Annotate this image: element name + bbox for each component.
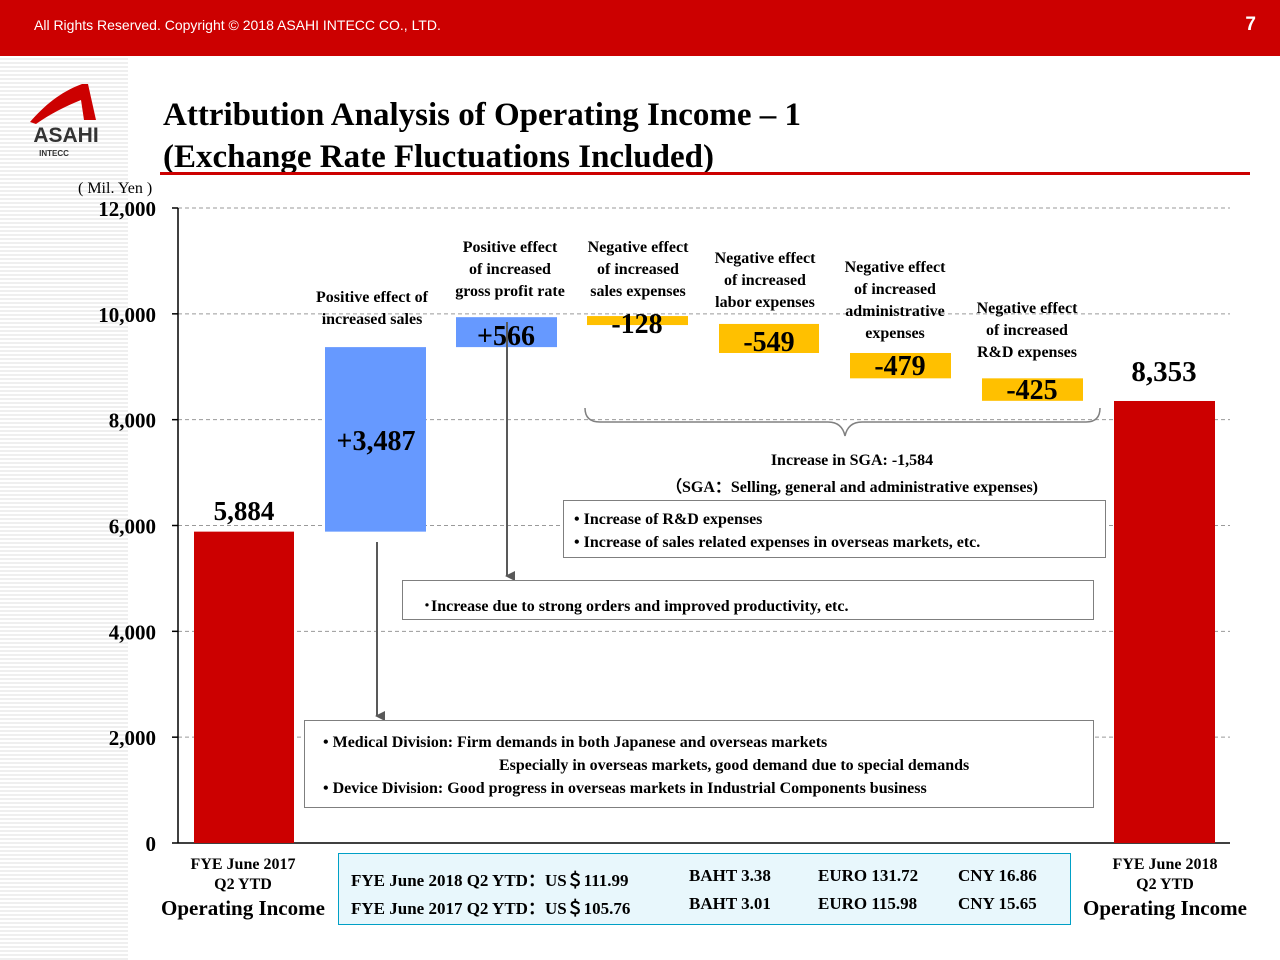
page-title: Attribution Analysis of Operating Income…	[163, 94, 801, 178]
negative-delta-bar	[982, 378, 1083, 401]
bar-caption-line: Negative effect	[715, 250, 816, 267]
bar-caption-line: Positive effect of	[316, 289, 429, 306]
bar-caption-line: increased sales	[322, 311, 423, 328]
sga-summary-line-2: （SGA：Selling, general and administrative…	[666, 478, 1038, 496]
profit-rate-note-box: ･Increase due to strong orders and impro…	[402, 580, 1094, 620]
positive-delta-bar	[325, 347, 426, 532]
bar-caption-line: expenses	[865, 325, 925, 342]
bar-caption-line: Negative effect	[845, 259, 946, 276]
negative-delta-bar	[850, 352, 951, 379]
fx-2017-euro: EURO 115.98	[818, 894, 918, 913]
bar-value-label: -425	[1006, 375, 1057, 406]
bar-caption-line: of increased	[597, 261, 679, 278]
bar-caption-line: R&D expenses	[977, 344, 1077, 361]
title-line-2: (Exchange Rate Fluctuations Included)	[163, 139, 714, 175]
fx-2017-cny: CNY 15.65	[958, 894, 1037, 913]
total-bar	[194, 531, 294, 843]
bar-caption-line: of increased	[986, 322, 1068, 339]
title-underline	[160, 172, 1250, 175]
x-caption-right-line-3: Operating Income	[1083, 896, 1247, 920]
fx-2017-period: FYE June 2017 Q2 YTD：US＄105.76	[351, 899, 631, 918]
bar-value-label: 8,353	[1131, 356, 1196, 388]
bar-caption-line: of increased	[469, 261, 551, 278]
sga-note-line-2: • Increase of sales related expenses in …	[574, 534, 981, 551]
y-tick-label: 8,000	[109, 409, 156, 433]
page-number: 7	[1245, 14, 1256, 35]
sales-note-line-2: Especially in overseas markets, good dem…	[499, 757, 970, 774]
asahi-intecc-logo: ASAHI INTECC	[30, 84, 99, 158]
sales-note-line-1: • Medical Division: Firm demands in both…	[323, 734, 828, 751]
bar-caption-line: Negative effect	[977, 300, 1078, 317]
bar-caption-line: labor expenses	[715, 294, 815, 311]
bar-value-label: +3,487	[337, 426, 416, 457]
logo-mark	[30, 84, 96, 124]
fx-2018-euro: EURO 131.72	[818, 866, 919, 885]
x-caption-right-line-1: FYE June 2018	[1112, 856, 1218, 873]
sga-note-line-1: • Increase of R&D expenses	[574, 511, 763, 528]
y-tick-label: 12,000	[98, 197, 156, 221]
logo-subwordmark: INTECC	[39, 149, 69, 158]
x-caption-left-line-3: Operating Income	[161, 896, 325, 920]
sga-brace	[584, 407, 1101, 437]
fx-2018-baht: BAHT 3.38	[689, 866, 771, 885]
x-caption-right: FYE June 2018 Q2 YTD Operating Income	[1072, 855, 1258, 921]
bar-caption-line: Positive effect	[463, 239, 558, 256]
fx-2017-baht: BAHT 3.01	[689, 894, 771, 913]
y-tick-label: 2,000	[109, 726, 156, 750]
bar-caption-line: of increased	[724, 272, 806, 289]
bar-caption-line: Negative effect	[588, 239, 689, 256]
y-tick-label: 6,000	[109, 515, 156, 539]
x-caption-left-line-2: Q2 YTD	[214, 876, 272, 893]
logo-wordmark: ASAHI	[33, 124, 98, 147]
fx-2018-cny: CNY 16.86	[958, 866, 1037, 885]
bar-value-label: -479	[874, 351, 925, 382]
x-caption-right-line-2: Q2 YTD	[1136, 876, 1194, 893]
bar-value-label: -549	[743, 327, 794, 358]
sga-summary-line-1: Increase in SGA: -1,584	[771, 452, 933, 469]
bar-value-label: -128	[611, 309, 662, 340]
fx-2018-period: FYE June 2018 Q2 YTD：US＄111.99	[351, 871, 629, 890]
total-bar	[1114, 400, 1215, 843]
bar-caption-line: administrative	[845, 303, 945, 320]
bar-caption-line: sales expenses	[590, 283, 686, 300]
title-line-1: Attribution Analysis of Operating Income…	[163, 97, 802, 133]
decorative-stripes	[0, 56, 128, 960]
x-caption-left: FYE June 2017 Q2 YTD Operating Income	[150, 855, 336, 921]
y-tick-label: 0	[146, 832, 157, 856]
exchange-rate-box: FYE June 2018 Q2 YTD：US＄111.99 BAHT 3.38…	[338, 853, 1071, 925]
sales-note-line-3: • Device Division: Good progress in over…	[323, 780, 927, 797]
profit-rate-note-line: ･Increase due to strong orders and impro…	[423, 598, 849, 615]
copyright-text: All Rights Reserved. Copyright © 2018 AS…	[34, 17, 441, 33]
unit-label: ( Mil. Yen )	[78, 180, 153, 197]
negative-delta-bar	[587, 316, 688, 326]
sga-note-box: • Increase of R&D expenses • Increase of…	[563, 500, 1106, 558]
x-caption-left-line-1: FYE June 2017	[190, 856, 296, 873]
y-tick-label: 10,000	[98, 303, 156, 327]
sales-note-box: • Medical Division: Firm demands in both…	[304, 720, 1094, 808]
bar-value-label: 5,884	[214, 496, 275, 526]
header-bar: All Rights Reserved. Copyright © 2018 AS…	[0, 0, 1280, 56]
bar-caption-line: gross profit rate	[455, 283, 565, 300]
bar-caption-line: of increased	[854, 281, 936, 298]
y-tick-label: 4,000	[109, 620, 156, 644]
negative-delta-bar	[719, 323, 819, 353]
